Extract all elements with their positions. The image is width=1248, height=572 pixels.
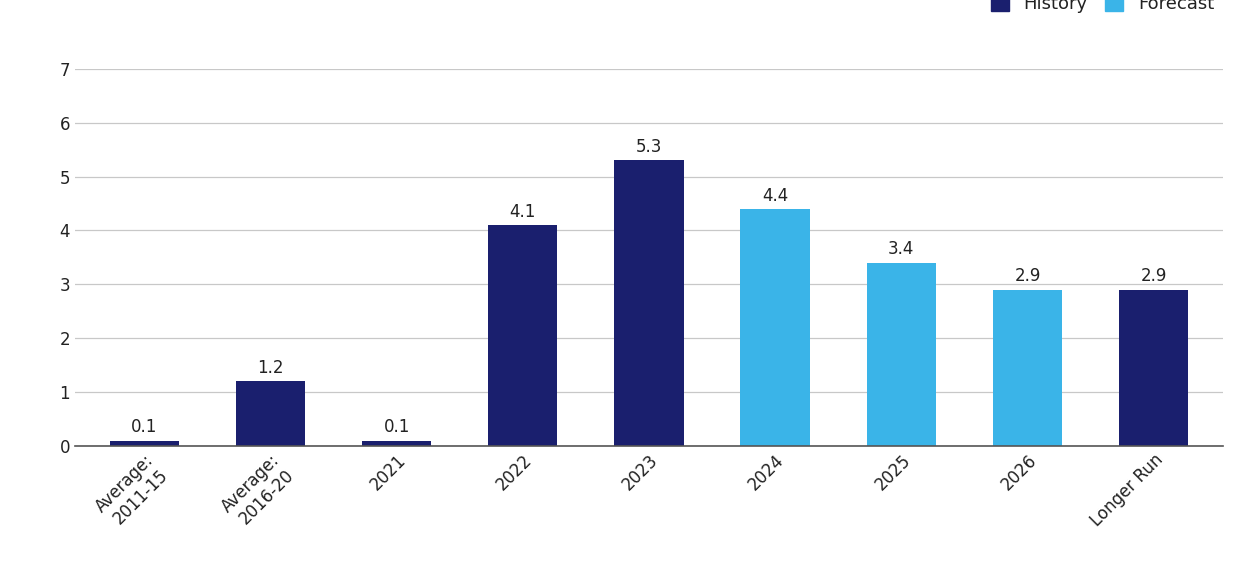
- Text: 0.1: 0.1: [131, 419, 157, 436]
- Text: 5.3: 5.3: [635, 138, 663, 156]
- Text: 4.1: 4.1: [509, 202, 535, 221]
- Text: 3.4: 3.4: [889, 240, 915, 259]
- Text: 1.2: 1.2: [257, 359, 283, 377]
- Text: 4.4: 4.4: [763, 186, 789, 205]
- Legend: History, Forecast: History, Forecast: [991, 0, 1214, 13]
- Bar: [362, 441, 432, 446]
- Bar: [992, 290, 1062, 446]
- Bar: [236, 382, 306, 446]
- Text: 0.1: 0.1: [383, 419, 409, 436]
- Bar: [1119, 290, 1188, 446]
- Bar: [488, 225, 558, 446]
- Bar: [614, 160, 684, 446]
- Bar: [110, 441, 178, 446]
- Bar: [740, 209, 810, 446]
- Bar: [866, 263, 936, 446]
- Text: 2.9: 2.9: [1141, 268, 1167, 285]
- Text: 2.9: 2.9: [1015, 268, 1041, 285]
